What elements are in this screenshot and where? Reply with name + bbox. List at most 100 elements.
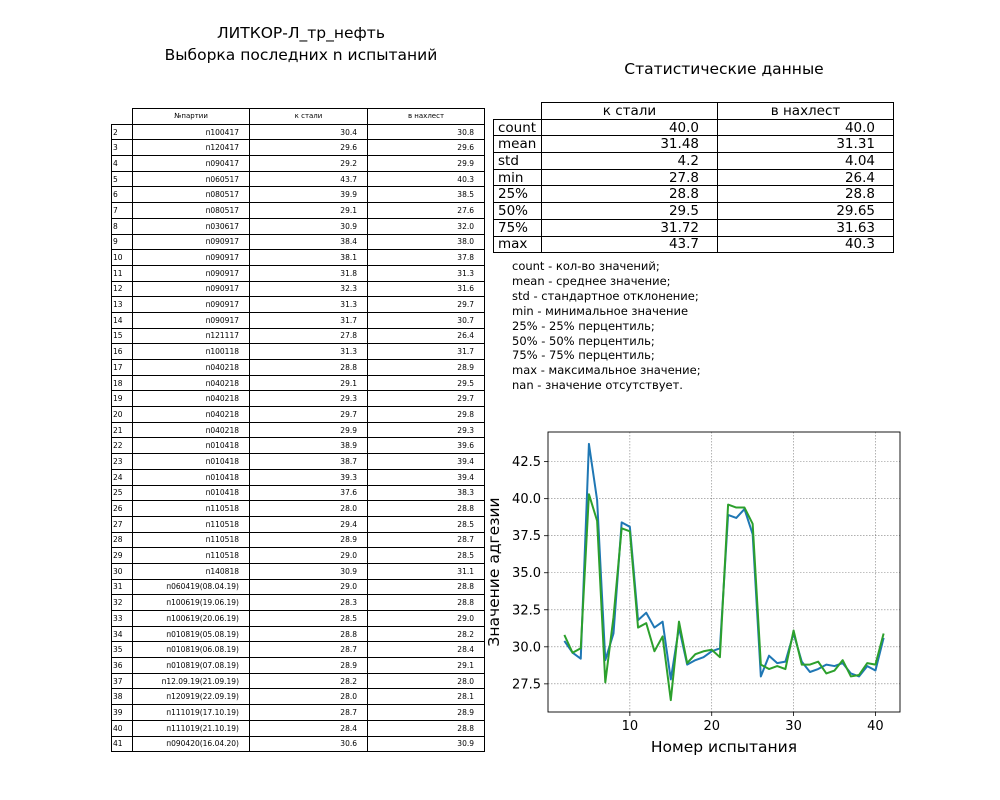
table-row: 33 п100619(20.06.19) 28.5 29.0 <box>111 610 485 627</box>
stat-steel-cell: 27.8 <box>541 168 718 187</box>
row-index: 25 <box>111 484 133 502</box>
stats-title: Статистические данные <box>624 60 824 78</box>
steel-value-cell: 31.7 <box>249 311 368 329</box>
stats-table-header-row: к стали в нахлест <box>494 102 894 120</box>
table-row: 35 п010819(06.08.19) 28.7 28.4 <box>111 641 485 659</box>
stat-label-cell: max <box>493 235 542 254</box>
table-row: min 27.8 26.4 <box>493 168 894 187</box>
overlap-value-cell: 29.5 <box>367 374 485 392</box>
steel-value-cell: 38.9 <box>249 437 368 455</box>
legend-line: 50% - 50% перцентиль; <box>512 333 655 348</box>
row-index: 4 <box>111 155 133 172</box>
y-tick-label: 35.0 <box>512 566 541 581</box>
lot-number-cell: п111019(21.10.19) <box>132 719 250 737</box>
row-index: 29 <box>111 547 133 564</box>
lot-number-cell: п040218 <box>132 406 250 423</box>
row-index: 14 <box>111 311 133 329</box>
table-row: mean 31.48 31.31 <box>493 135 894 154</box>
overlap-value-cell: 38.3 <box>367 484 485 502</box>
steel-value-cell: 28.9 <box>249 531 368 549</box>
legend-line: nan - значение отсутствует. <box>512 378 683 393</box>
overlap-value-cell: 29.0 <box>367 610 485 627</box>
stat-steel-cell: 4.2 <box>541 152 718 170</box>
table-row: 12 п090917 32.3 31.6 <box>111 280 485 298</box>
stat-label-cell: std <box>493 152 542 170</box>
steel-value-cell: 28.7 <box>249 641 368 659</box>
overlap-value-cell: 28.5 <box>367 515 485 533</box>
table-row: 4 п090417 29.2 29.9 <box>111 155 485 172</box>
table-row: 41 п090420(16.04.20) 30.6 30.9 <box>111 735 485 753</box>
steel-value-cell: 30.9 <box>249 562 368 580</box>
table-row: 20 п040218 29.7 29.8 <box>111 406 485 423</box>
lot-number-cell: п010418 <box>132 453 250 470</box>
row-index: 32 <box>111 594 133 611</box>
y-tick-label: 42.5 <box>512 455 541 470</box>
overlap-value-cell: 28.1 <box>367 688 485 706</box>
table-row: 18 п040218 29.1 29.5 <box>111 374 485 392</box>
row-index: 5 <box>111 170 133 188</box>
x-tick-label: 40 <box>867 719 884 734</box>
header-corner <box>494 103 542 120</box>
overlap-value-cell: 26.4 <box>367 327 485 345</box>
lot-number-cell: п110518 <box>132 515 250 533</box>
row-index: 17 <box>111 359 133 376</box>
series-line-0 <box>563 442 885 681</box>
x-tick-label: 30 <box>785 719 802 734</box>
table-row: 25% 28.8 28.8 <box>493 185 894 204</box>
lot-number-cell: п040218 <box>132 359 250 376</box>
title-line-1: ЛИТКОР-Л_тр_нефть <box>217 24 385 42</box>
lot-number-cell: п010819(05.08.19) <box>132 625 250 643</box>
stat-label-cell: min <box>493 168 542 187</box>
table-row: 29 п110518 29.0 28.5 <box>111 547 485 564</box>
y-tick-label: 30.0 <box>512 640 541 655</box>
overlap-value-cell: 40.3 <box>367 170 485 188</box>
steel-value-cell: 30.4 <box>249 123 368 141</box>
table-row: 37 п12.09.19(21.09.19) 28.2 28.0 <box>111 672 485 690</box>
lot-number-cell: п010418 <box>132 484 250 502</box>
y-tick-label: 40.0 <box>512 492 541 507</box>
lot-number-cell: п110518 <box>132 531 250 549</box>
steel-value-cell: 29.0 <box>249 578 368 596</box>
table-row: 13 п090917 31.3 29.7 <box>111 296 485 313</box>
table-row: 38 п120919(22.09.19) 28.0 28.1 <box>111 688 485 706</box>
steel-value-cell: 31.8 <box>249 264 368 282</box>
overlap-value-cell: 30.8 <box>367 123 485 141</box>
row-index: 15 <box>111 327 133 345</box>
table-row: 2 п100417 30.4 30.8 <box>111 123 485 141</box>
steel-value-cell: 29.1 <box>249 202 368 219</box>
test-results-table: №партии к стали в нахлест 2 п100417 30.4 30.8 3… <box>111 108 485 753</box>
row-index: 9 <box>111 233 133 251</box>
table-row: 7 п080517 29.1 27.6 <box>111 202 485 219</box>
row-index: 24 <box>111 468 133 486</box>
table-row: 25 п010418 37.6 38.3 <box>111 484 485 502</box>
table-row: 23 п010418 38.7 39.4 <box>111 453 485 470</box>
table-row: std 4.2 4.04 <box>493 152 894 170</box>
lot-number-cell: п040218 <box>132 390 250 408</box>
row-index: 16 <box>111 343 133 360</box>
steel-value-cell: 38.7 <box>249 453 368 470</box>
overlap-value-cell: 31.3 <box>367 264 485 282</box>
lot-number-cell: п010819(06.08.19) <box>132 641 250 659</box>
table-row: 14 п090917 31.7 30.7 <box>111 311 485 329</box>
lot-number-cell: п121117 <box>132 327 250 345</box>
y-axis-label: Значение адгезии <box>485 497 503 646</box>
steel-value-cell: 28.8 <box>249 359 368 376</box>
steel-value-cell: 27.8 <box>249 327 368 345</box>
statistics-table: к стали в нахлест count 40.0 40.0 mean 31.48 31… <box>493 102 894 254</box>
lot-number-cell: п100417 <box>132 123 250 141</box>
row-index: 31 <box>111 578 133 596</box>
steel-value-cell: 29.7 <box>249 406 368 423</box>
overlap-value-cell: 31.7 <box>367 343 485 360</box>
legend-line: 25% - 25% перцентиль; <box>512 318 655 333</box>
lot-number-cell: п120417 <box>132 139 250 157</box>
overlap-value-cell: 39.6 <box>367 437 485 455</box>
row-index: 21 <box>111 421 133 439</box>
main-title: ЛИТКОР-Л_тр_нефть Выборка последних n ис… <box>100 22 502 66</box>
lot-number-cell: п090917 <box>132 249 250 266</box>
steel-value-cell: 30.6 <box>249 735 368 753</box>
steel-value-cell: 31.3 <box>249 343 368 360</box>
stat-steel-cell: 31.48 <box>541 135 718 154</box>
overlap-value-cell: 29.6 <box>367 139 485 157</box>
row-index: 28 <box>111 531 133 549</box>
steel-value-cell: 39.3 <box>249 468 368 486</box>
